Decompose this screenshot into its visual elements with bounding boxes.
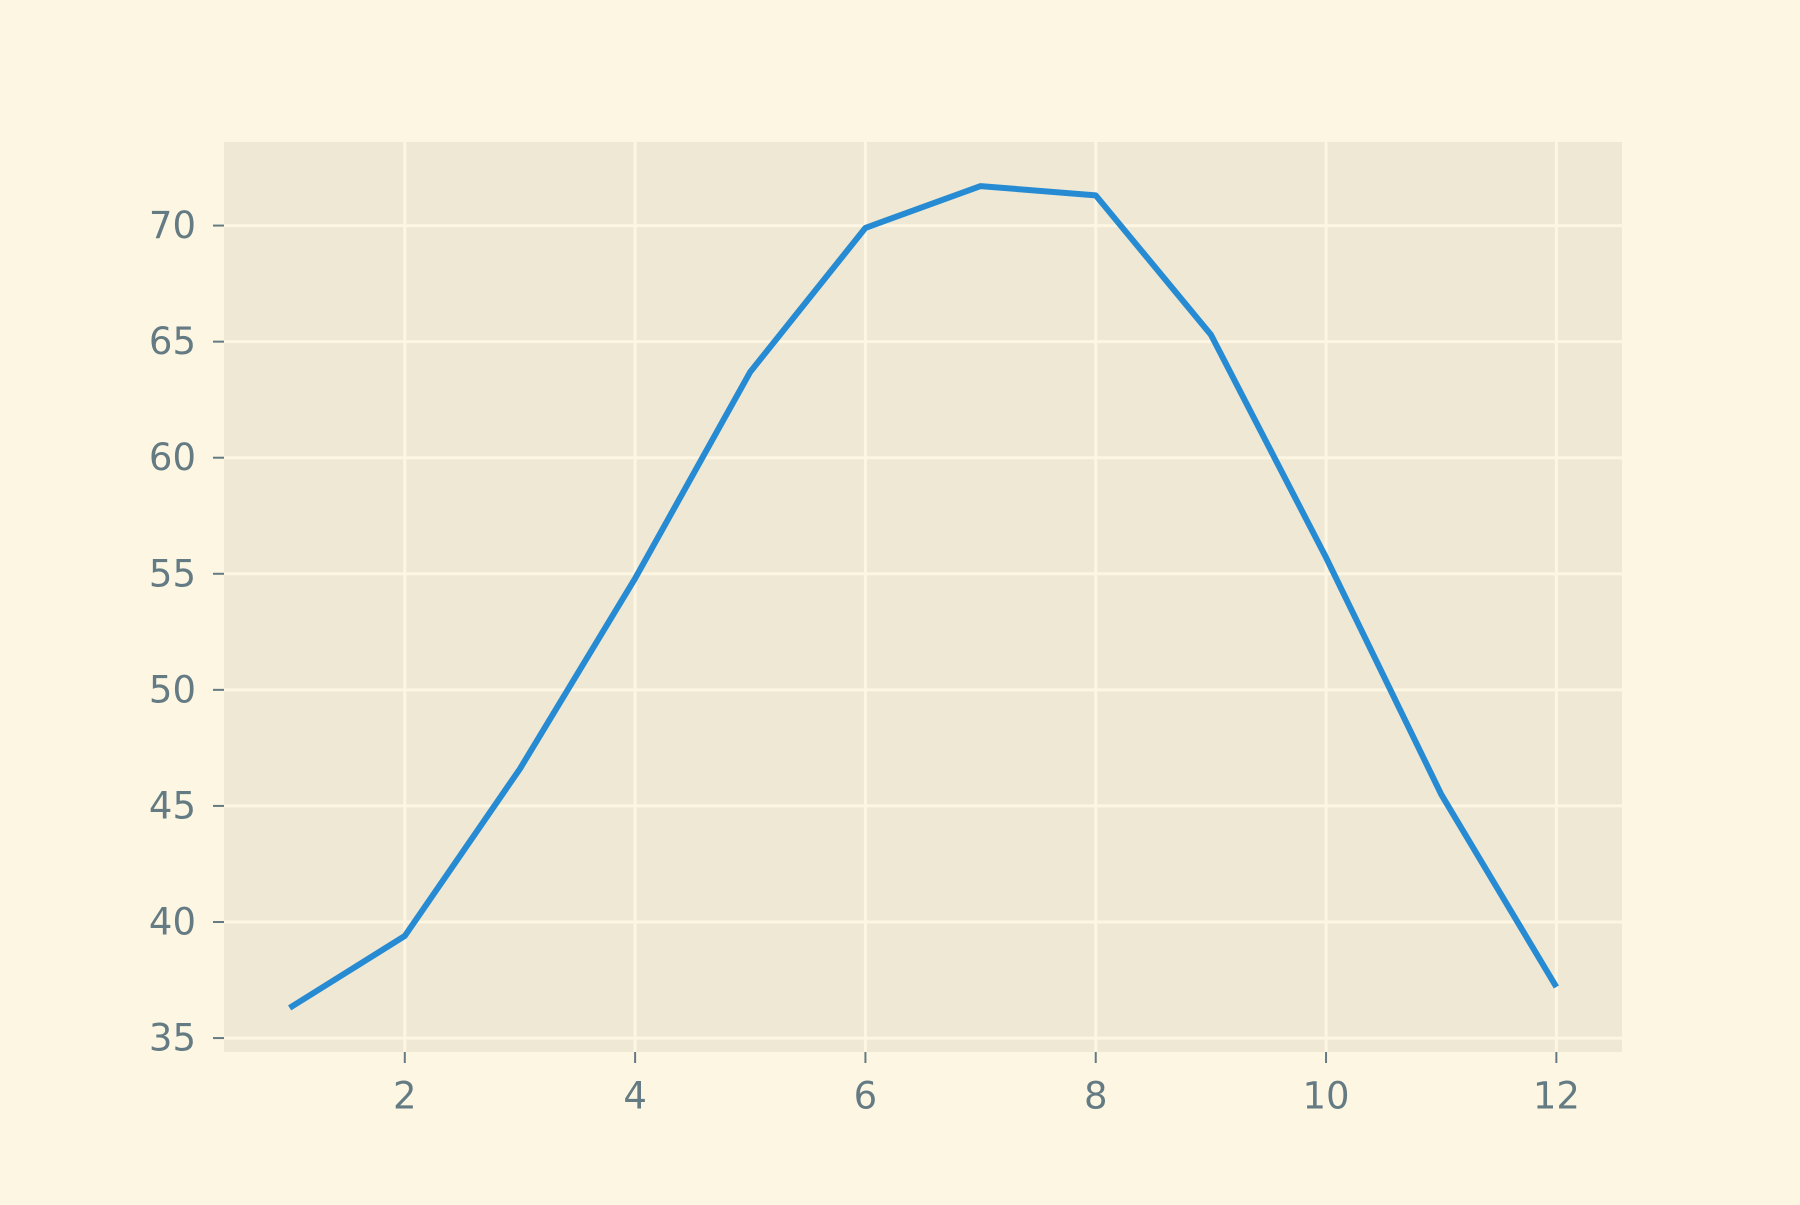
- x-tick-label: 2: [393, 1075, 417, 1118]
- x-tick-label: 4: [623, 1075, 647, 1118]
- y-tick-label: 35: [149, 1017, 196, 1060]
- y-tick-label: 45: [149, 784, 196, 827]
- y-tick-label: 65: [149, 320, 196, 363]
- plot-area: [224, 142, 1622, 1052]
- x-tick-label: 8: [1084, 1075, 1108, 1118]
- y-tick-label: 60: [149, 436, 196, 479]
- x-tick-label: 6: [854, 1075, 878, 1118]
- y-tick-label: 40: [149, 901, 196, 944]
- x-tick-label: 10: [1303, 1075, 1350, 1118]
- y-tick-label: 55: [149, 552, 196, 595]
- x-tick-label: 12: [1533, 1075, 1580, 1118]
- y-tick-label: 70: [149, 204, 196, 247]
- y-tick-label: 50: [149, 668, 196, 711]
